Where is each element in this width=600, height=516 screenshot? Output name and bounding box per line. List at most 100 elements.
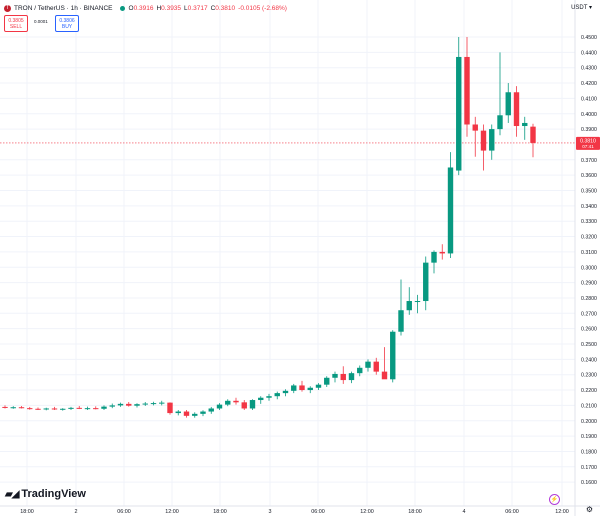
candle-body: [258, 397, 264, 401]
y-tick-label: 0.2000: [581, 419, 597, 425]
y-tick-label: 0.4400: [581, 50, 597, 56]
tradingview-logo[interactable]: ▰◢ TradingView: [5, 488, 86, 500]
candle-body: [274, 393, 280, 397]
candle-body: [84, 408, 91, 410]
x-tick-label: 06:00: [117, 509, 131, 515]
y-tick-label: 0.3000: [581, 265, 597, 271]
y-tick-label: 0.1700: [581, 465, 597, 471]
candle-body: [68, 407, 74, 409]
lightning-icon[interactable]: ⚡: [549, 494, 560, 505]
sell-label: SELL: [9, 23, 23, 30]
candle-body: [332, 373, 338, 378]
candle-body: [505, 92, 511, 116]
gear-icon[interactable]: ⚙: [585, 505, 593, 514]
candle-body: [472, 124, 478, 131]
y-tick-label: 0.1900: [581, 434, 597, 440]
buy-label: BUY: [61, 23, 73, 30]
x-tick-label: 4: [463, 509, 466, 515]
market-status-dot: [119, 5, 125, 11]
last-price-value: 0.3810: [580, 138, 596, 144]
candle-body: [175, 411, 181, 414]
x-tick-label: 12:00: [555, 509, 569, 515]
candle-body: [530, 126, 536, 143]
candle-body: [18, 407, 25, 409]
x-tick-label: 18:00: [213, 509, 227, 515]
candle-body: [93, 408, 99, 410]
candle-body: [241, 402, 247, 409]
ohlc-close: C0.3810: [210, 4, 236, 12]
candle-body: [126, 403, 132, 406]
ohlc-open: O0.3916: [128, 4, 154, 12]
candle-body: [216, 404, 223, 409]
ohlc-high: H0.3935: [156, 4, 182, 12]
y-tick-label: 0.4500: [581, 35, 597, 41]
y-tick-label: 0.4100: [581, 96, 597, 102]
y-tick-label: 0.4200: [581, 81, 597, 87]
candle-body: [10, 407, 16, 409]
currency-selector[interactable]: USDT ▾: [571, 5, 592, 11]
candle-body: [183, 411, 190, 416]
candle-body: [43, 408, 49, 410]
tron-icon: T: [4, 4, 11, 12]
candle-body: [51, 408, 58, 410]
x-tick-label: 18:00: [408, 509, 422, 515]
candle-body: [497, 115, 503, 130]
candle-body: [357, 367, 363, 374]
candle-body: [513, 92, 520, 127]
candle-body: [447, 167, 454, 254]
candle-body: [480, 130, 487, 151]
y-tick-label: 0.1800: [581, 449, 597, 455]
x-tick-label: 12:00: [360, 509, 374, 515]
candle-body: [2, 406, 8, 408]
buy-price: 0.3806: [59, 17, 75, 24]
candle-body: [208, 408, 214, 412]
x-tick-label: 2: [75, 509, 78, 515]
y-tick-label: 0.2900: [581, 281, 597, 287]
y-tick-label: 0.2800: [581, 296, 597, 302]
buy-button[interactable]: 0.3806 BUY: [55, 15, 79, 32]
candle-body: [307, 387, 313, 391]
y-tick-label: 0.4300: [581, 66, 597, 72]
candle-body: [60, 408, 66, 410]
logo-text: TradingView: [21, 488, 86, 500]
candle-body: [159, 402, 165, 404]
candle-body: [423, 262, 429, 302]
candle-body: [233, 400, 239, 403]
candle-body: [142, 403, 148, 405]
ohlc-low: L0.3717: [184, 4, 208, 12]
x-tick-label: 18:00: [20, 509, 34, 515]
candle-body: [225, 400, 231, 405]
candle-body: [117, 403, 124, 406]
candle-body: [365, 361, 371, 368]
chart-header: T TRON / TetherUS · 1h · BINANCE O0.3916…: [4, 2, 287, 14]
symbol-title[interactable]: TRON / TetherUS · 1h · BINANCE: [14, 4, 113, 12]
candle-body: [456, 56, 462, 171]
candle-body: [489, 129, 495, 151]
candle-body: [282, 390, 289, 394]
sell-button[interactable]: 0.3805 SELL: [4, 15, 28, 32]
y-tick-label: 0.2100: [581, 403, 597, 409]
candle-body: [381, 371, 388, 380]
candle-body: [439, 251, 445, 254]
candle-body: [348, 373, 355, 381]
candle-body: [109, 405, 115, 407]
candle-body: [390, 331, 396, 380]
candle-body: [35, 408, 41, 410]
candle-body: [315, 384, 322, 388]
y-tick-label: 0.3600: [581, 173, 597, 179]
x-tick-label: 06:00: [311, 509, 325, 515]
y-tick-label: 0.3700: [581, 158, 597, 164]
candle-body: [340, 373, 346, 381]
candle-body: [406, 301, 412, 311]
candle-body: [200, 411, 206, 414]
candle-body: [324, 377, 330, 385]
y-tick-label: 0.2200: [581, 388, 597, 394]
y-tick-label: 0.2300: [581, 373, 597, 379]
price-change: -0.0105 (-2.68%): [238, 4, 287, 12]
y-tick-label: 0.4000: [581, 112, 597, 118]
y-tick-label: 0.2700: [581, 311, 597, 317]
y-tick-label: 0.3400: [581, 204, 597, 210]
tradingview-logo-icon: ▰◢: [5, 488, 19, 500]
x-tick-label: 3: [269, 509, 272, 515]
